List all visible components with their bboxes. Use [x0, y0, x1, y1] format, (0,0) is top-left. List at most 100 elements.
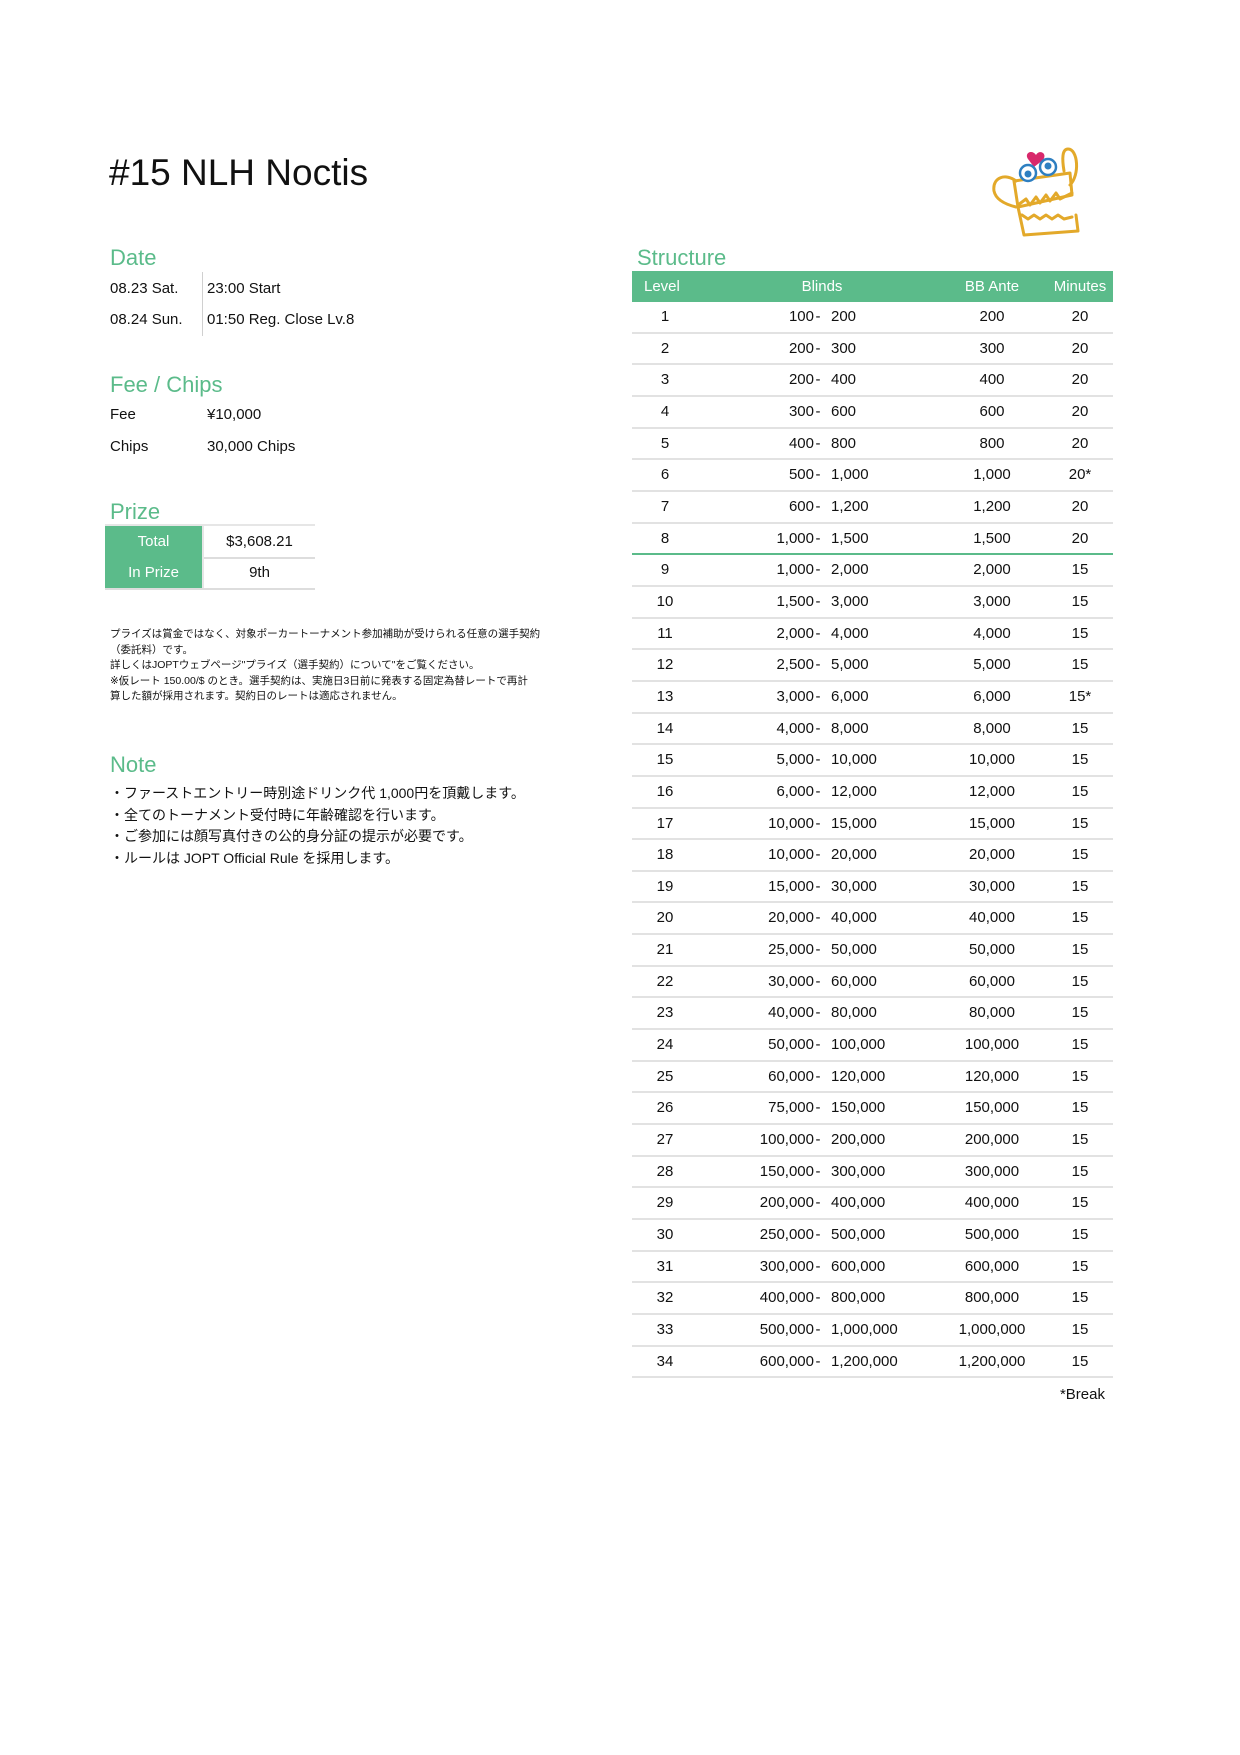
bb-ante-cell: 800	[979, 434, 1005, 452]
table-row: 25 60,000-120,000 120,000 15	[632, 1062, 1113, 1094]
big-blind-cell: 80,000	[831, 1004, 877, 1022]
level-cell: 25	[656, 1067, 674, 1085]
big-blind-cell: 1,000,000	[831, 1321, 898, 1338]
level-cell: 11	[657, 624, 673, 642]
big-blind-cell: 8,000	[831, 719, 869, 737]
big-blind-cell: 500,000	[831, 1226, 886, 1244]
prize-in-prize-value: 9th	[249, 564, 270, 581]
level-cell: 12	[656, 656, 674, 674]
table-row: 18 10,000-20,000 20,000 15	[632, 840, 1113, 872]
table-row: 3 200-400 400 20	[632, 365, 1113, 397]
level-cell: 13	[656, 687, 674, 705]
big-blind-cell: 800	[831, 434, 857, 452]
minutes-cell: 20	[1071, 339, 1089, 357]
bb-ante-cell: 8,000	[973, 719, 1011, 737]
minutes-cell: 15	[1071, 1067, 1089, 1085]
bb-ante-cell: 15,000	[969, 814, 1015, 832]
level-cell: 18	[656, 846, 674, 864]
small-blind-cell: 40,000	[768, 1004, 814, 1022]
table-row: 23 40,000-80,000 80,000 15	[632, 998, 1113, 1031]
small-blind-cell: 25,000	[768, 941, 814, 959]
big-blind-cell: 20,000	[831, 846, 877, 864]
table-row: 31 300,000-600,000 600,000 15	[632, 1252, 1113, 1284]
bb-ante-cell: 1,000,000	[958, 1321, 1026, 1338]
small-blind-cell: 2,000	[776, 624, 814, 642]
bb-ante-cell: 20,000	[969, 846, 1015, 864]
date-day-1: 08.23 Sat.	[110, 280, 179, 297]
date-day-2: 08.24 Sun.	[110, 311, 183, 328]
small-blind-cell: 75,000	[768, 1099, 814, 1117]
bb-ante-cell: 400	[979, 371, 1005, 389]
separator: -	[815, 529, 821, 547]
level-cell: 5	[660, 434, 670, 452]
bb-ante-cell: 100,000	[964, 1036, 1020, 1054]
minutes-cell: 20	[1071, 434, 1089, 452]
fee-chips-heading: Fee / Chips	[110, 372, 223, 397]
small-blind-cell: 1,000	[776, 561, 814, 579]
bb-ante-cell: 150,000	[964, 1099, 1020, 1117]
small-blind-cell: 400,000	[759, 1289, 814, 1307]
small-blind-cell: 4,000	[776, 719, 814, 737]
separator: -	[815, 782, 821, 800]
separator: -	[815, 877, 821, 895]
divider	[202, 272, 203, 336]
bb-ante-cell: 5,000	[973, 656, 1011, 674]
monster-mascot-logo	[990, 145, 1090, 240]
separator: -	[815, 656, 821, 674]
small-blind-cell: 1,000	[776, 529, 814, 547]
separator: -	[815, 1226, 821, 1244]
bb-ante-cell: 6,000	[973, 687, 1011, 705]
table-row: 33 500,000-1,000,000 1,000,000 15	[632, 1315, 1113, 1347]
separator: -	[815, 466, 821, 484]
big-blind-cell: 4,000	[831, 624, 869, 642]
small-blind-cell: 2,500	[776, 656, 814, 674]
big-blind-cell: 200,000	[831, 1131, 886, 1149]
bb-ante-cell: 1,500	[973, 529, 1011, 547]
bb-ante-cell: 4,000	[973, 624, 1011, 642]
separator: -	[815, 909, 821, 927]
table-header: Level Blinds BB Ante Minutes	[632, 271, 1113, 302]
bb-ante-cell: 600	[979, 402, 1005, 420]
bb-ante-cell: 1,000	[973, 466, 1011, 484]
table-row: 14 4,000-8,000 8,000 15	[632, 714, 1113, 746]
separator: -	[815, 941, 821, 959]
separator: -	[815, 1162, 821, 1180]
big-blind-cell: 400	[831, 371, 857, 389]
bb-ante-cell: 3,000	[973, 592, 1011, 610]
separator: -	[815, 1352, 821, 1370]
small-blind-cell: 6,000	[776, 782, 814, 800]
minutes-cell: 15	[1071, 909, 1089, 927]
big-blind-cell: 300,000	[831, 1162, 886, 1180]
separator: -	[815, 1131, 821, 1149]
big-blind-cell: 300	[831, 339, 857, 357]
big-blind-cell: 1,200,000	[831, 1352, 898, 1370]
bb-ante-cell: 200	[979, 308, 1005, 325]
separator: -	[815, 1289, 821, 1307]
bb-ante-cell: 1,200	[973, 497, 1011, 515]
level-cell: 9	[660, 561, 670, 579]
minutes-cell: 15	[1071, 941, 1089, 959]
minutes-cell: 15	[1071, 1099, 1089, 1117]
big-blind-cell: 600	[831, 402, 857, 420]
small-blind-cell: 500	[788, 466, 814, 484]
separator: -	[815, 339, 821, 357]
separator: -	[815, 434, 821, 452]
table-row: 10 1,500-3,000 3,000 15	[632, 587, 1113, 619]
page-title: #15 NLH Noctis	[109, 152, 369, 193]
big-blind-cell: 30,000	[831, 877, 877, 895]
minutes-cell: 15	[1071, 1162, 1089, 1180]
note-item: ・ご参加には顔写真付きの公的身分証の提示が必要です。	[110, 828, 473, 844]
bb-ante-cell: 500,000	[964, 1226, 1020, 1244]
level-cell: 4	[660, 402, 670, 420]
big-blind-cell: 10,000	[831, 751, 877, 769]
big-blind-cell: 1,200	[831, 497, 869, 515]
separator: -	[815, 308, 821, 325]
bb-ante-cell: 12,000	[969, 782, 1015, 800]
minutes-cell: 20	[1071, 308, 1089, 325]
small-blind-cell: 50,000	[768, 1036, 814, 1054]
table-row: 15 5,000-10,000 10,000 15	[632, 745, 1113, 777]
minutes-cell: 15	[1071, 1321, 1089, 1338]
minutes-cell: 15	[1071, 972, 1089, 990]
note-item: ・全てのトーナメント受付時に年齢確認を行います。	[110, 806, 445, 823]
small-blind-cell: 250,000	[759, 1226, 814, 1244]
